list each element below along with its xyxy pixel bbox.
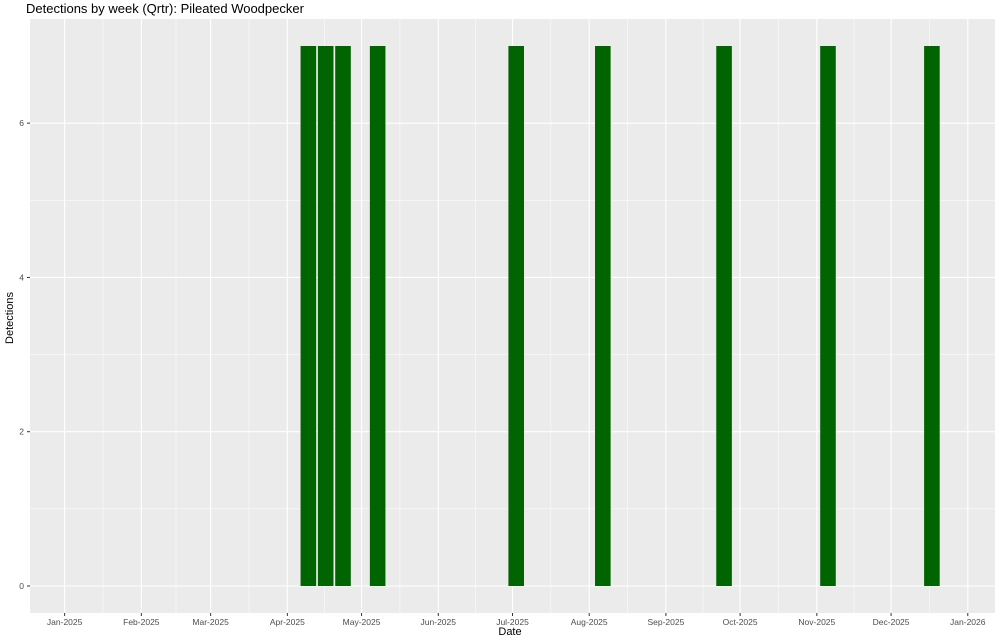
bar — [595, 46, 611, 586]
bar — [716, 46, 732, 586]
x-tick-label: Mar-2025 — [192, 617, 229, 627]
x-tick-label: Dec-2025 — [873, 617, 910, 627]
x-tick-label: Aug-2025 — [571, 617, 608, 627]
y-tick-label: 2 — [19, 427, 24, 437]
x-tick-label: Sep-2025 — [647, 617, 684, 627]
bars — [300, 46, 940, 586]
chart-title: Detections by week (Qrtr): Pileated Wood… — [26, 1, 305, 16]
x-tick-label: Jan-2025 — [47, 617, 83, 627]
x-tick-label: Feb-2025 — [123, 617, 160, 627]
bar — [508, 46, 525, 586]
x-tick-label: Jun-2025 — [421, 617, 457, 627]
x-axis: Jan-2025 Feb-2025 Mar-2025 Apr-2025 May-2025… — [47, 613, 986, 627]
y-tick-label: 4 — [19, 272, 24, 282]
bar — [924, 46, 940, 586]
x-axis-title: Date — [498, 626, 521, 638]
x-tick-label: Jul-2025 — [496, 617, 529, 627]
y-tick-label: 0 — [19, 581, 24, 591]
x-tick-label: Apr-2025 — [270, 617, 305, 627]
x-tick-label: May-2025 — [343, 617, 381, 627]
y-axis: 0 2 4 6 — [19, 118, 30, 591]
bar — [317, 46, 334, 586]
y-tick-label: 6 — [19, 118, 24, 128]
bar — [369, 46, 386, 586]
bar — [335, 46, 351, 586]
bar — [300, 46, 317, 586]
x-tick-label: Oct-2025 — [723, 617, 758, 627]
x-tick-label: Jan-2026 — [950, 617, 986, 627]
bar — [820, 46, 836, 586]
y-axis-title: Detections — [4, 292, 16, 344]
x-tick-label: Nov-2025 — [798, 617, 835, 627]
